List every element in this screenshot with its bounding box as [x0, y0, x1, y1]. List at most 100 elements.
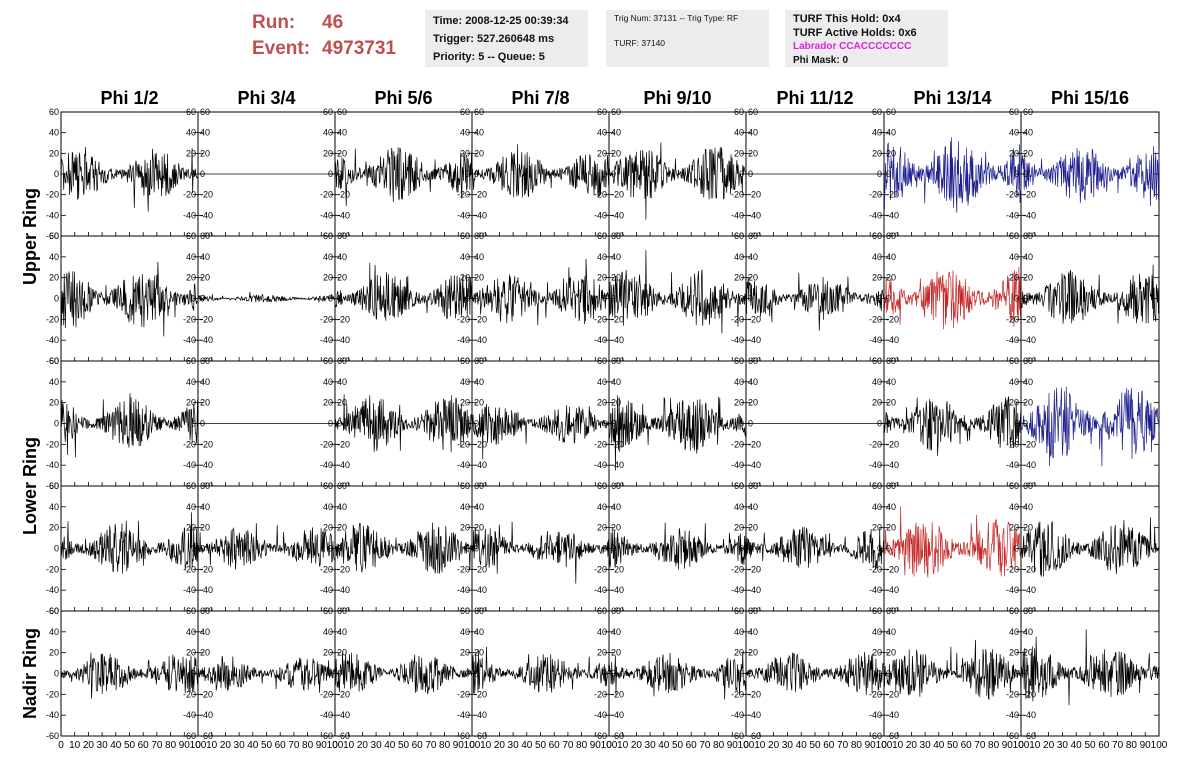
y-tick-label: 0: [877, 169, 882, 179]
y-tick-label-inner: 40: [474, 502, 484, 512]
y-tick-label-inner: -40: [611, 335, 624, 345]
y-tick-label: -40: [320, 710, 333, 720]
event-label: Event:: [252, 38, 311, 59]
y-tick-label: 40: [872, 627, 882, 637]
y-tick-label: -40: [457, 460, 470, 470]
waveform-trace: [745, 651, 885, 696]
y-tick-label: 40: [323, 252, 333, 262]
y-tick-label: 20: [872, 523, 882, 533]
y-tick-label-inner: -40: [1023, 710, 1036, 720]
y-tick-label: 0: [1014, 294, 1019, 304]
y-tick-label-inner: 60: [337, 356, 347, 366]
y-tick-label: 0: [191, 169, 196, 179]
turf-active-holds-text: TURF Active Holds: 0x6: [793, 27, 917, 39]
run-event-box: Run: 46 Event: 4973731: [252, 10, 396, 62]
x-tick-label: 100: [1151, 740, 1168, 751]
y-tick-label-inner: 0: [611, 419, 616, 429]
trigger-info-box: Trig Num: 37131 -- Trig Type: RF TURF: 3…: [606, 10, 769, 67]
y-tick-label: 20: [734, 523, 744, 533]
y-tick-label: 0: [739, 419, 744, 429]
y-tick-label: -20: [183, 314, 196, 324]
waveform-trace: [471, 521, 610, 584]
y-tick-label-inner: 0: [474, 544, 479, 554]
y-tick-label: 40: [1009, 377, 1019, 387]
y-tick-label: 20: [597, 398, 607, 408]
x-tick-label: 40: [796, 740, 808, 751]
y-tick-label-inner: -40: [474, 460, 487, 470]
y-tick-label-inner: -40: [748, 335, 761, 345]
y-tick-label: -60: [731, 731, 744, 741]
x-tick-label: 90: [1002, 740, 1014, 751]
y-tick-label-inner: -40: [337, 335, 350, 345]
y-tick-label-inner: 40: [611, 377, 621, 387]
y-tick-label: 0: [191, 669, 196, 679]
x-tick-label: 50: [398, 740, 410, 751]
y-tick-label-inner: 0: [748, 669, 753, 679]
waveform-trace: [334, 652, 473, 695]
y-tick-label: -20: [457, 689, 470, 699]
x-tick-label: 30: [1057, 740, 1069, 751]
y-tick-label-inner: 40: [200, 252, 210, 262]
y-tick-label: 40: [186, 252, 196, 262]
y-tick-label-inner: 20: [1023, 648, 1033, 658]
x-tick-label: 90: [727, 740, 739, 751]
y-tick-label: -40: [731, 460, 744, 470]
waveform-trace: [334, 394, 473, 453]
y-tick-label-inner: -40: [200, 460, 213, 470]
y-tick-label-inner: 40: [748, 128, 758, 138]
y-tick-label-inner: 20: [200, 523, 210, 533]
x-tick-label: 40: [384, 740, 396, 751]
y-tick-label: -40: [594, 710, 607, 720]
y-tick-label: 0: [465, 169, 470, 179]
y-tick-label-inner: -20: [200, 190, 213, 200]
y-tick-label-inner: -20: [337, 190, 350, 200]
y-tick-label: 40: [49, 252, 59, 262]
panel-frame: [471, 360, 610, 487]
y-tick-label: -20: [594, 564, 607, 574]
y-tick-label-inner: -20: [474, 689, 487, 699]
y-tick-label: 20: [734, 648, 744, 658]
y-tick-label-inner: -20: [886, 439, 899, 449]
y-tick-label: -40: [457, 585, 470, 595]
y-tick-label-inner: 0: [337, 169, 342, 179]
y-tick-label-inner: 0: [337, 419, 342, 429]
y-tick-label-inner: 20: [611, 648, 621, 658]
y-tick-label: -20: [320, 190, 333, 200]
waveform-trace: [608, 522, 747, 570]
y-tick-label-inner: 20: [886, 273, 896, 283]
y-tick-label: -20: [457, 564, 470, 574]
y-tick-label-inner: 60: [886, 231, 896, 241]
y-tick-label-inner: -40: [748, 460, 761, 470]
y-tick-label: 40: [49, 502, 59, 512]
x-tick-label: 80: [576, 740, 588, 751]
y-tick-label: 60: [734, 231, 744, 241]
y-tick-label: -20: [869, 439, 882, 449]
y-tick-label-inner: -20: [474, 314, 487, 324]
y-tick-label-inner: 20: [748, 273, 758, 283]
y-tick-label: 20: [597, 523, 607, 533]
y-tick-label-inner: 40: [1023, 377, 1033, 387]
y-tick-label-inner: -20: [1023, 190, 1036, 200]
y-tick-label: 60: [460, 606, 470, 616]
y-tick-label: -20: [731, 190, 744, 200]
waveform-trace: [471, 258, 610, 326]
y-tick-label-inner: 0: [886, 669, 891, 679]
y-tick-label: -40: [320, 460, 333, 470]
y-tick-label-inner: 40: [337, 128, 347, 138]
x-tick-label: 50: [672, 740, 684, 751]
y-tick-label-inner: 60: [474, 107, 484, 117]
y-tick-label-inner: 20: [886, 148, 896, 158]
y-tick-label: 0: [602, 169, 607, 179]
x-tick-label: 20: [906, 740, 918, 751]
x-tick-label: 60: [823, 740, 835, 751]
y-tick-label-inner: 60: [200, 481, 210, 491]
y-tick-label: 40: [323, 377, 333, 387]
y-tick-label: -60: [46, 606, 59, 616]
y-tick-label-inner: -40: [748, 710, 761, 720]
x-tick-label: 20: [494, 740, 506, 751]
y-tick-label: 20: [872, 148, 882, 158]
y-tick-label-inner: -40: [611, 210, 624, 220]
